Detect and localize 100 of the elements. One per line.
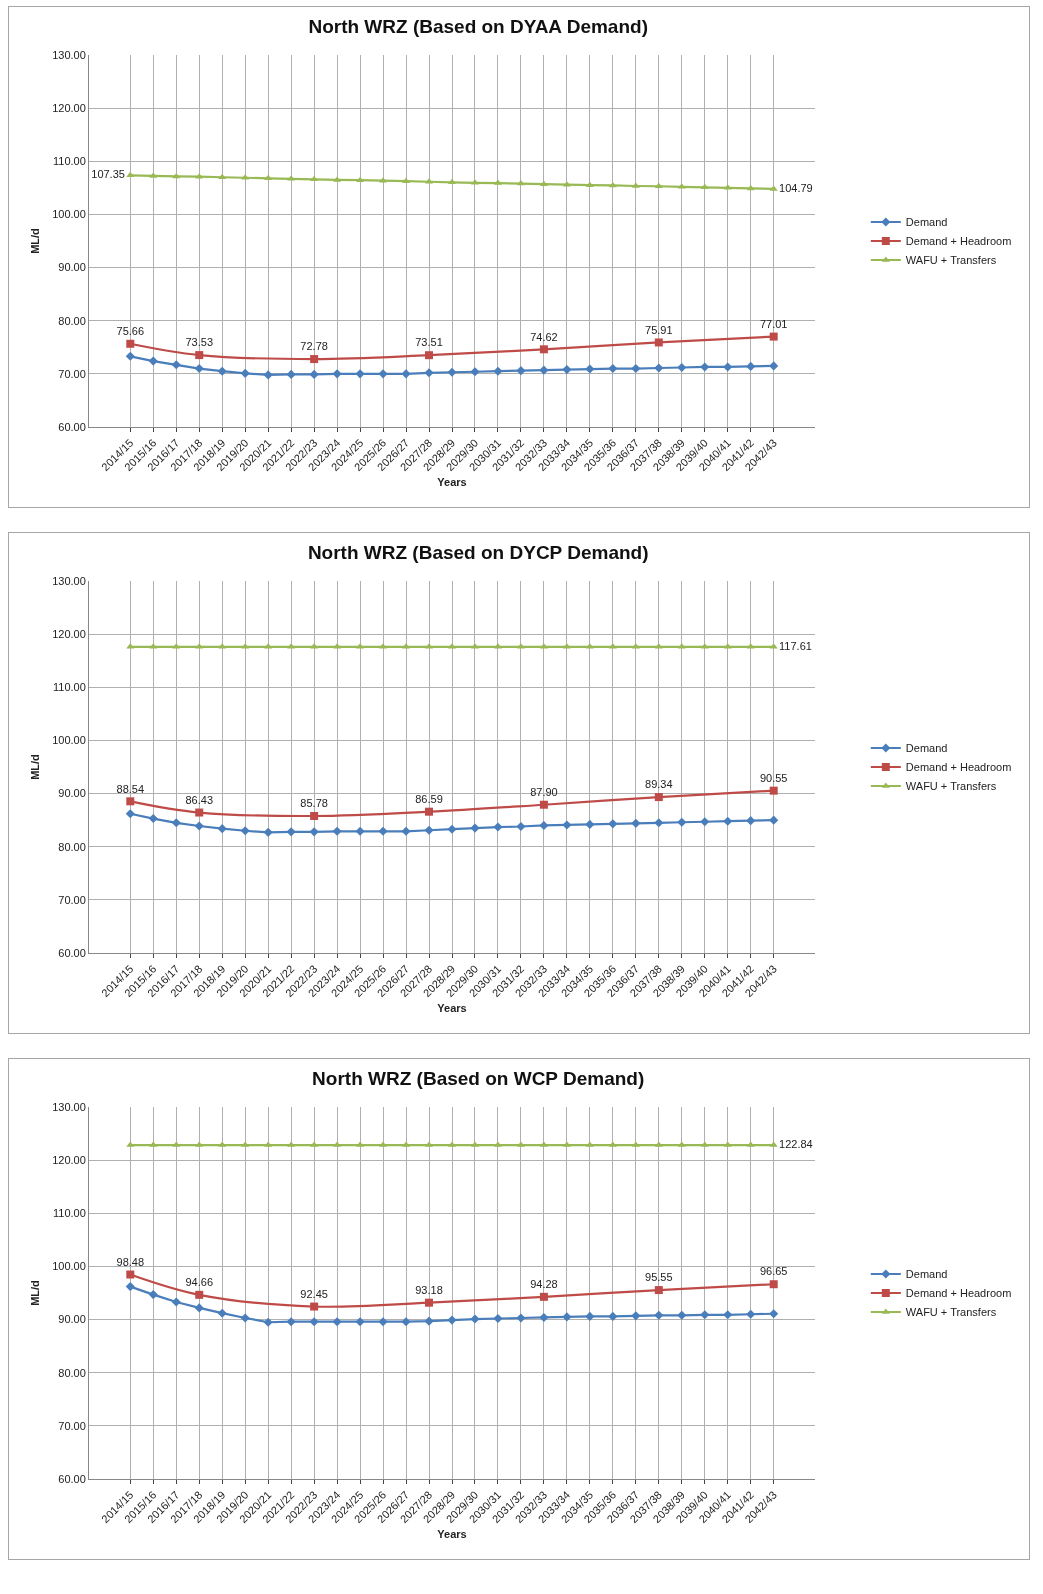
point [746,816,756,826]
y-tick-label: 130.00 [52,1100,86,1113]
point [516,821,526,832]
point [355,826,365,836]
point [332,369,342,379]
point [286,369,296,379]
point [171,1297,181,1307]
point [493,366,503,376]
point [677,817,687,827]
x-axis-title: Years [437,476,467,489]
point [585,819,595,829]
point [447,178,457,185]
data-label: 104.79 [779,181,813,194]
y-tick-label: 60.00 [58,946,86,959]
point [378,1317,388,1327]
point [355,369,365,379]
y-tick-label: 110.00 [52,155,86,168]
point [470,1314,480,1324]
point [378,369,388,379]
point [263,1317,273,1327]
point [286,1317,296,1327]
data-label: 85.78 [300,797,328,810]
data-label: 90.55 [759,771,788,784]
point [608,819,618,829]
point [746,361,756,371]
y-tick-label: 90.00 [58,787,86,800]
y-tick-label: 130.00 [52,48,86,61]
point [700,362,710,372]
point [171,360,181,370]
y-tick-label: 80.00 [58,314,86,327]
data-label: 86.59 [415,792,443,805]
point [401,826,411,836]
point [654,363,664,373]
point [286,827,296,837]
chart-title: North WRZ (Based on WCP Demand) [312,1067,645,1089]
legend-label: Demand + Headroom [905,1287,1012,1300]
y-tick-label: 70.00 [58,367,86,380]
point [447,824,457,834]
y-tick-label: 80.00 [58,1366,86,1379]
point [654,182,663,189]
point [447,1315,457,1325]
data-label: 93.18 [415,1283,443,1296]
y-tick-label: 120.00 [52,627,86,640]
point [654,818,664,828]
data-label: 94.28 [530,1278,558,1291]
y-tick-label: 120.00 [52,1153,86,1166]
y-axis-title: ML/d [28,228,41,254]
point [126,797,135,806]
data-label: 73.53 [185,336,214,349]
legend-label: Demand [905,1268,948,1281]
x-axis-title: Years [437,1528,467,1541]
point [125,351,135,361]
data-label: 92.45 [300,1287,328,1300]
point [148,1290,158,1300]
point [539,1312,549,1322]
data-label: 75.91 [645,323,673,336]
point [263,370,273,380]
point [378,826,388,836]
legend-label: Demand + Headroom [905,235,1012,248]
point [608,1311,618,1321]
point [310,175,319,182]
data-label: 95.55 [645,1271,673,1284]
y-tick-label: 120.00 [52,101,86,114]
point [172,172,181,179]
y-axis-title: ML/d [28,1280,41,1306]
point [769,815,779,825]
data-label: 89.34 [645,778,673,791]
point [125,809,135,819]
point [677,1310,687,1320]
y-tick-label: 60.00 [58,1472,86,1485]
point [240,826,250,836]
point [654,1310,664,1320]
point [746,184,755,191]
chart-title: North WRZ (Based on DYAA Demand) [308,15,648,37]
point [217,824,227,834]
point [746,1309,756,1319]
y-tick-label: 100.00 [52,208,86,221]
point [401,1317,411,1327]
point [309,1317,319,1327]
point [723,816,733,826]
point [700,183,709,190]
point [355,1317,365,1327]
data-label: 107.35 [91,168,125,181]
point [539,820,549,831]
point [700,817,710,827]
data-label: 94.66 [185,1276,214,1289]
point [723,362,733,372]
point [240,1313,250,1323]
point [769,361,779,371]
y-tick-label: 110.00 [52,681,86,694]
data-label: 117.61 [779,639,812,652]
point [217,366,227,376]
y-tick-label: 100.00 [52,734,86,747]
y-tick-label: 70.00 [58,1419,86,1432]
point [585,1311,595,1321]
legend-label: WAFU + Transfers [905,254,997,267]
legend-label: Demand [905,216,948,229]
data-label: 88.54 [116,782,145,795]
point [424,1316,434,1326]
y-tick-label: 90.00 [58,1313,86,1326]
